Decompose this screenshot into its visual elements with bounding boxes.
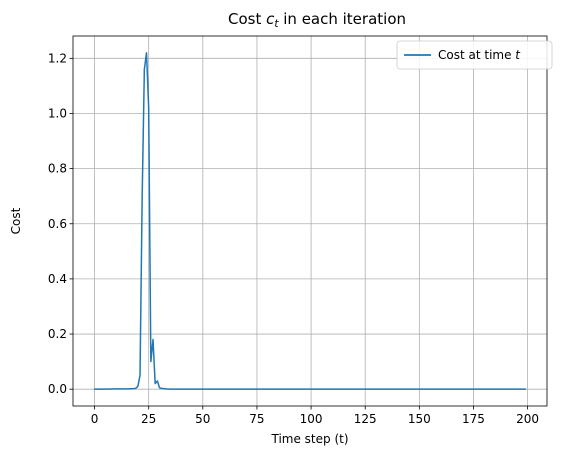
legend: Cost at time t xyxy=(396,40,553,70)
y-axis-label: Cost xyxy=(9,207,23,234)
x-axis-ticks: 0 25 50 75 100 125 150 175 200 xyxy=(91,406,539,426)
y-tick-label: 0.8 xyxy=(48,162,67,176)
plot-area-frame xyxy=(72,35,548,407)
x-tick-label: 0 xyxy=(91,412,99,426)
x-tick-label: 75 xyxy=(249,412,264,426)
x-axis-label: Time step (t) xyxy=(270,432,348,446)
x-tick-label: 200 xyxy=(516,412,539,426)
x-tick-label: 50 xyxy=(195,412,210,426)
y-tick-label: 1.0 xyxy=(48,106,67,120)
chart-title: Cost ct in each iteration xyxy=(228,10,406,30)
x-tick-label: 125 xyxy=(354,412,377,426)
series-line-cost xyxy=(93,52,527,390)
y-tick-label: 0.6 xyxy=(48,217,67,231)
x-tick-label: 150 xyxy=(408,412,431,426)
series-layer xyxy=(93,52,527,390)
x-tick-label: 25 xyxy=(141,412,156,426)
legend-box xyxy=(396,40,553,70)
y-axis-ticks: 0.0 0.2 0.4 0.6 0.8 1.0 1.2 xyxy=(48,51,73,396)
legend-label: Cost at time t xyxy=(438,48,521,62)
y-tick-label: 0.0 xyxy=(48,382,67,396)
y-tick-label: 1.2 xyxy=(48,51,67,65)
x-tick-label: 175 xyxy=(462,412,485,426)
x-tick-label: 100 xyxy=(300,412,323,426)
y-tick-label: 0.4 xyxy=(48,272,67,286)
y-tick-label: 0.2 xyxy=(48,327,67,341)
grid-lines xyxy=(73,36,547,406)
